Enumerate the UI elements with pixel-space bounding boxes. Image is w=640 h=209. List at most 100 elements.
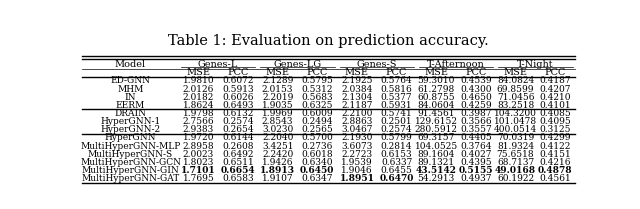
Text: 2.1289: 2.1289 [262, 76, 293, 85]
Text: 0.4095: 0.4095 [540, 117, 571, 126]
Text: 1.9969: 1.9969 [262, 109, 294, 118]
Text: MultiHyperGNN-GIN: MultiHyperGNN-GIN [82, 166, 179, 175]
Text: 1.7695: 1.7695 [182, 174, 214, 183]
Text: 0.6018: 0.6018 [301, 150, 333, 159]
Text: PCC: PCC [386, 68, 407, 77]
Text: PCC: PCC [307, 68, 328, 77]
Text: 1.8624: 1.8624 [182, 101, 214, 110]
Text: 0.4937: 0.4937 [460, 174, 492, 183]
Text: 3.4251: 3.4251 [262, 142, 293, 151]
Text: 0.6026: 0.6026 [222, 93, 253, 102]
Text: 0.2565: 0.2565 [301, 125, 333, 134]
Text: MSE: MSE [345, 68, 369, 77]
Text: 81.9324: 81.9324 [497, 142, 534, 151]
Text: 91.4561: 91.4561 [417, 109, 455, 118]
Text: 101.0478: 101.0478 [494, 117, 537, 126]
Text: 0.2574: 0.2574 [381, 125, 412, 134]
Text: 2.8958: 2.8958 [182, 142, 214, 151]
Text: 2.2040: 2.2040 [262, 133, 293, 143]
Text: 0.6654: 0.6654 [221, 166, 255, 175]
Text: 0.4650: 0.4650 [460, 93, 492, 102]
Text: PCC: PCC [545, 68, 566, 77]
Text: 2.7566: 2.7566 [182, 117, 214, 126]
Text: 43.5142: 43.5142 [416, 166, 457, 175]
Text: 0.2736: 0.2736 [301, 142, 333, 151]
Text: HyperGNN: HyperGNN [105, 133, 156, 143]
Text: MSE: MSE [186, 68, 211, 77]
Text: 0.3557: 0.3557 [460, 125, 492, 134]
Text: 2.0023: 2.0023 [183, 150, 214, 159]
Text: 0.6009: 0.6009 [301, 109, 333, 118]
Text: 49.0168: 49.0168 [495, 166, 536, 175]
Text: 0.5312: 0.5312 [301, 84, 333, 93]
Text: 0.2608: 0.2608 [222, 142, 253, 151]
Text: 84.0604: 84.0604 [417, 101, 455, 110]
Text: 0.4027: 0.4027 [460, 150, 492, 159]
Text: 60.1922: 60.1922 [497, 174, 534, 183]
Text: EERM: EERM [116, 101, 145, 110]
Text: 2.2723: 2.2723 [341, 150, 372, 159]
Text: 0.4300: 0.4300 [460, 84, 492, 93]
Text: IN: IN [125, 93, 136, 102]
Text: 0.6144: 0.6144 [222, 133, 254, 143]
Text: 0.4210: 0.4210 [540, 93, 571, 102]
Text: PCC: PCC [227, 68, 249, 77]
Text: 2.9383: 2.9383 [183, 125, 214, 134]
Text: 400.0514: 400.0514 [494, 125, 537, 134]
Text: DRAIN: DRAIN [115, 109, 147, 118]
Text: 1.9046: 1.9046 [341, 166, 372, 175]
Text: 0.2501: 0.2501 [381, 117, 412, 126]
Text: 0.4187: 0.4187 [540, 76, 571, 85]
Text: 0.4151: 0.4151 [540, 150, 571, 159]
Text: 0.6340: 0.6340 [301, 158, 333, 167]
Text: 70.0319: 70.0319 [497, 133, 534, 143]
Text: 0.5913: 0.5913 [222, 84, 254, 93]
Text: 2.1304: 2.1304 [341, 93, 372, 102]
Text: 0.5700: 0.5700 [301, 133, 333, 143]
Text: 59.3010: 59.3010 [417, 76, 455, 85]
Text: 0.6455: 0.6455 [381, 166, 413, 175]
Text: MSE: MSE [424, 68, 448, 77]
Text: 0.5816: 0.5816 [381, 84, 412, 93]
Text: 0.6493: 0.6493 [222, 101, 253, 110]
Text: 0.5764: 0.5764 [381, 76, 412, 85]
Text: 2.1187: 2.1187 [341, 101, 372, 110]
Text: Table 1: Evaluation on prediction accuracy.: Table 1: Evaluation on prediction accura… [168, 34, 488, 48]
Text: HyperGNN-2: HyperGNN-2 [100, 125, 161, 134]
Text: 0.4216: 0.4216 [540, 158, 571, 167]
Text: Genes-LG: Genes-LG [273, 60, 321, 69]
Text: 0.6470: 0.6470 [380, 174, 414, 183]
Text: 2.8543: 2.8543 [262, 117, 293, 126]
Text: 104.0525: 104.0525 [415, 142, 458, 151]
Text: Genes-L: Genes-L [198, 60, 238, 69]
Text: 0.6325: 0.6325 [301, 101, 333, 110]
Text: 104.3200: 104.3200 [494, 109, 537, 118]
Text: 2.2100: 2.2100 [341, 109, 372, 118]
Text: T-Afternoon: T-Afternoon [427, 60, 485, 69]
Text: 0.4259: 0.4259 [460, 101, 492, 110]
Text: 61.2798: 61.2798 [418, 84, 455, 93]
Text: MultiHyperGNN-MLP: MultiHyperGNN-MLP [80, 142, 180, 151]
Text: 1.7101: 1.7101 [181, 166, 216, 175]
Text: 0.6153: 0.6153 [381, 150, 412, 159]
Text: 0.2494: 0.2494 [301, 117, 333, 126]
Text: 0.3566: 0.3566 [460, 117, 492, 126]
Text: 0.4101: 0.4101 [540, 101, 571, 110]
Text: 0.6132: 0.6132 [222, 109, 253, 118]
Text: 2.0384: 2.0384 [341, 84, 372, 93]
Text: 0.5377: 0.5377 [381, 93, 412, 102]
Text: 2.0182: 2.0182 [182, 93, 214, 102]
Text: 2.0126: 2.0126 [182, 84, 214, 93]
Text: 0.2654: 0.2654 [222, 125, 254, 134]
Text: 1.9539: 1.9539 [341, 158, 372, 167]
Text: 0.3125: 0.3125 [540, 125, 571, 134]
Text: 0.4405: 0.4405 [460, 133, 492, 143]
Text: 0.4878: 0.4878 [538, 166, 573, 175]
Text: 3.0230: 3.0230 [262, 125, 293, 134]
Text: 0.6072: 0.6072 [222, 76, 253, 85]
Text: MSE: MSE [266, 68, 290, 77]
Text: 2.0153: 2.0153 [262, 84, 293, 93]
Text: 0.5795: 0.5795 [301, 76, 333, 85]
Text: 84.0824: 84.0824 [497, 76, 534, 85]
Text: 0.4395: 0.4395 [460, 158, 492, 167]
